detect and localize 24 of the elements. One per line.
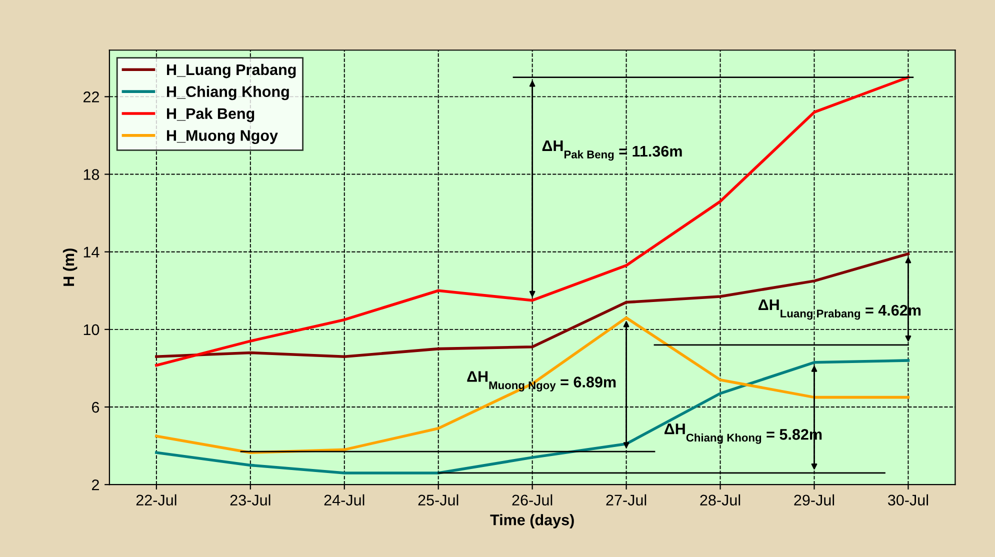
legend-label: H_Muong Ngoy (167, 130, 278, 144)
y-tick-label: 2 (92, 479, 99, 490)
y-tick-label: 14 (84, 246, 100, 258)
legend-label: H_Luang Prabang (167, 64, 296, 78)
y-tick-label: 6 (92, 402, 100, 413)
y-tick-label: 10 (84, 324, 100, 336)
annotation: ΔHMuong Ngoy = 6.89m (467, 371, 616, 392)
x-tick-label: 24-Jul (324, 494, 364, 506)
y-tick-label: 18 (84, 169, 100, 180)
x-tick-label: 27-Jul (606, 494, 646, 506)
x-axis-title: Time (days) (490, 514, 574, 528)
legend-label: H_Pak Beng (167, 108, 254, 122)
x-tick-label: 25-Jul (418, 494, 458, 506)
x-tick-label: 23-Jul (230, 494, 270, 506)
y-tick-label: 22 (84, 92, 99, 102)
y-axis-title: H (m) (62, 248, 78, 286)
x-tick-label: 26-Jul (512, 494, 552, 506)
x-tick-label: 22-Jul (136, 494, 176, 506)
legend-label: H_Chiang Khong (167, 86, 289, 100)
annotation: ΔHPak Beng = 11.36m (542, 140, 682, 161)
x-tick-label: 29-Jul (794, 494, 834, 506)
x-tick-label: 30-Jul (888, 494, 928, 506)
x-tick-label: 28-Jul (700, 494, 740, 506)
line-series (155, 359, 910, 474)
